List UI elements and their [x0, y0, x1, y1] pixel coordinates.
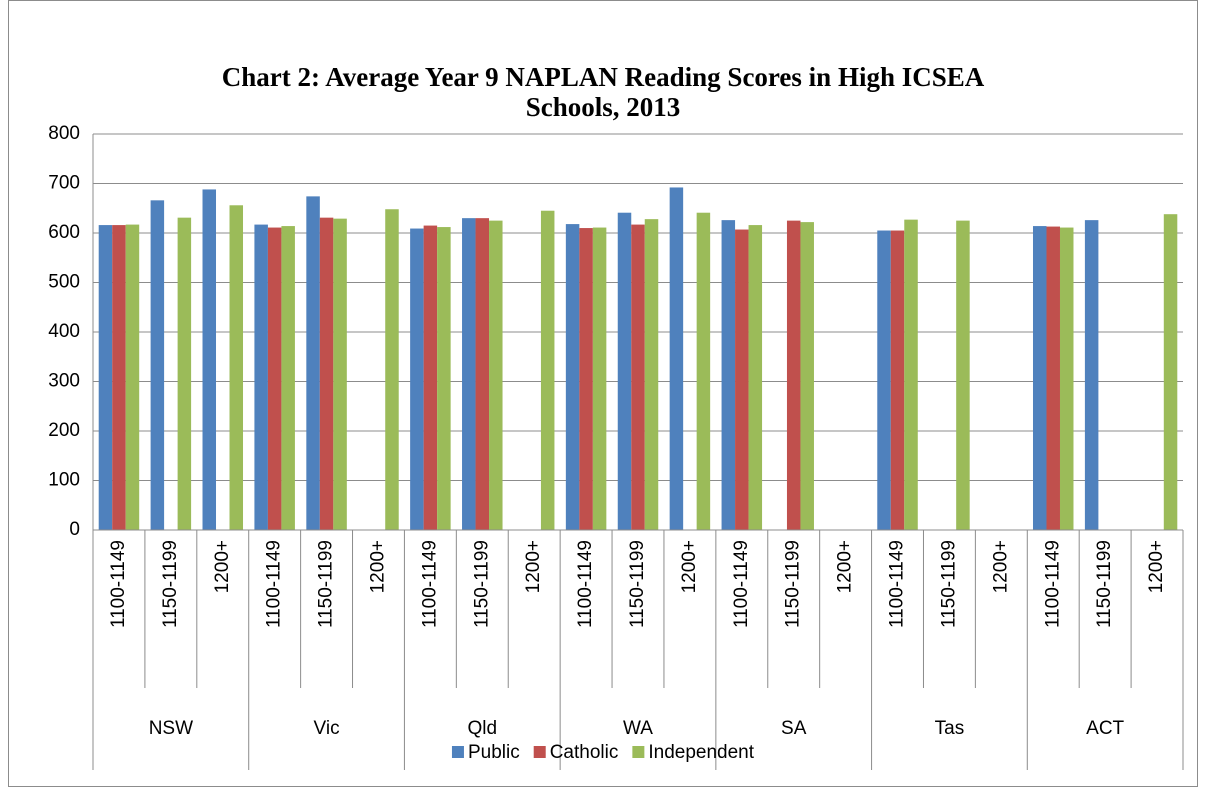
bar [475, 218, 490, 530]
legend-swatch [451, 746, 464, 758]
x-tick-label: 1100-1149 [1042, 540, 1063, 628]
bar [669, 187, 684, 530]
x-tick-label: 1150-1199 [627, 540, 648, 628]
y-tick-label: 100 [48, 470, 80, 491]
x-tick-label: 1100-1149 [575, 540, 596, 628]
bar [229, 205, 244, 530]
x-tick-label: 1100-1149 [108, 540, 129, 628]
bar [410, 228, 424, 531]
x-tick-label: 1200+ [679, 540, 700, 593]
group-label: Vic [314, 718, 340, 739]
group-label: SA [781, 718, 807, 739]
x-tick-label: 1150-1199 [316, 540, 337, 628]
x-tick-label: 1100-1149 [887, 540, 908, 628]
bar [565, 224, 580, 530]
bar [423, 225, 438, 530]
bar [800, 222, 814, 531]
bar [579, 228, 593, 531]
bar [721, 220, 736, 530]
bar [1163, 214, 1178, 530]
group-label: NSW [149, 718, 193, 739]
bar [1084, 220, 1099, 530]
y-tick-label: 700 [48, 173, 80, 194]
bar [267, 227, 282, 530]
bar [202, 189, 217, 530]
y-tick-label: 500 [48, 272, 80, 293]
x-tick-label: 1200+ [523, 540, 544, 593]
y-tick-label: 300 [48, 371, 80, 392]
bar [786, 220, 801, 530]
y-tick-label: 600 [48, 222, 80, 243]
group-label: ACT [1086, 718, 1124, 739]
x-tick-label: 1200+ [1146, 540, 1167, 593]
x-tick-label: 1150-1199 [938, 540, 959, 628]
x-tick-label: 1100-1149 [419, 540, 440, 628]
legend-label: Catholic [550, 742, 619, 763]
bar [890, 230, 905, 530]
bar [462, 218, 476, 530]
group-label: Tas [935, 718, 965, 739]
y-tick-label: 200 [48, 420, 80, 441]
bar [98, 225, 113, 530]
bar [631, 224, 645, 530]
x-tick-label: 1200+ [367, 540, 388, 593]
bar [125, 224, 140, 530]
bar [489, 220, 503, 530]
y-tick-label: 400 [48, 321, 80, 342]
bar [319, 217, 334, 530]
bar [281, 226, 295, 530]
legend-label: Public [468, 742, 520, 763]
bar [177, 217, 192, 530]
bar [112, 225, 126, 530]
x-tick-label: 1200+ [835, 540, 856, 593]
bar [748, 225, 763, 530]
chart-title: Schools, 2013 [526, 92, 681, 122]
x-tick-label: 1100-1149 [264, 540, 285, 628]
bar [1046, 226, 1060, 530]
bar [1032, 226, 1047, 530]
y-tick-label: 0 [69, 519, 80, 540]
bar [385, 209, 399, 531]
bar [956, 220, 970, 530]
x-tick-label: 1150-1199 [783, 540, 804, 628]
x-tick-label: 1200+ [212, 540, 233, 593]
y-tick-label: 800 [48, 123, 80, 144]
bar [437, 227, 451, 530]
bar [540, 210, 555, 530]
bar [306, 196, 320, 530]
bar [735, 229, 749, 530]
group-label: Qld [467, 718, 497, 739]
legend-label: Independent [648, 742, 754, 763]
bar [904, 219, 918, 530]
bar [333, 218, 347, 530]
bar [592, 227, 607, 530]
bar [1059, 227, 1074, 530]
bar [696, 212, 711, 530]
group-label: WA [623, 718, 653, 739]
chart-title: Chart 2: Average Year 9 NAPLAN Reading S… [222, 62, 985, 92]
bar [644, 219, 659, 530]
bar [254, 224, 268, 530]
bar [617, 212, 632, 530]
bar [150, 200, 165, 530]
legend-swatch [533, 746, 546, 758]
x-tick-label: 1150-1199 [1094, 540, 1115, 628]
x-tick-label: 1200+ [990, 540, 1011, 593]
x-tick-label: 1150-1199 [160, 540, 181, 628]
x-tick-label: 1150-1199 [471, 540, 492, 628]
chart-border [8, 0, 1198, 787]
x-tick-label: 1100-1149 [731, 540, 752, 628]
legend-swatch [632, 746, 645, 758]
bar [877, 230, 891, 530]
